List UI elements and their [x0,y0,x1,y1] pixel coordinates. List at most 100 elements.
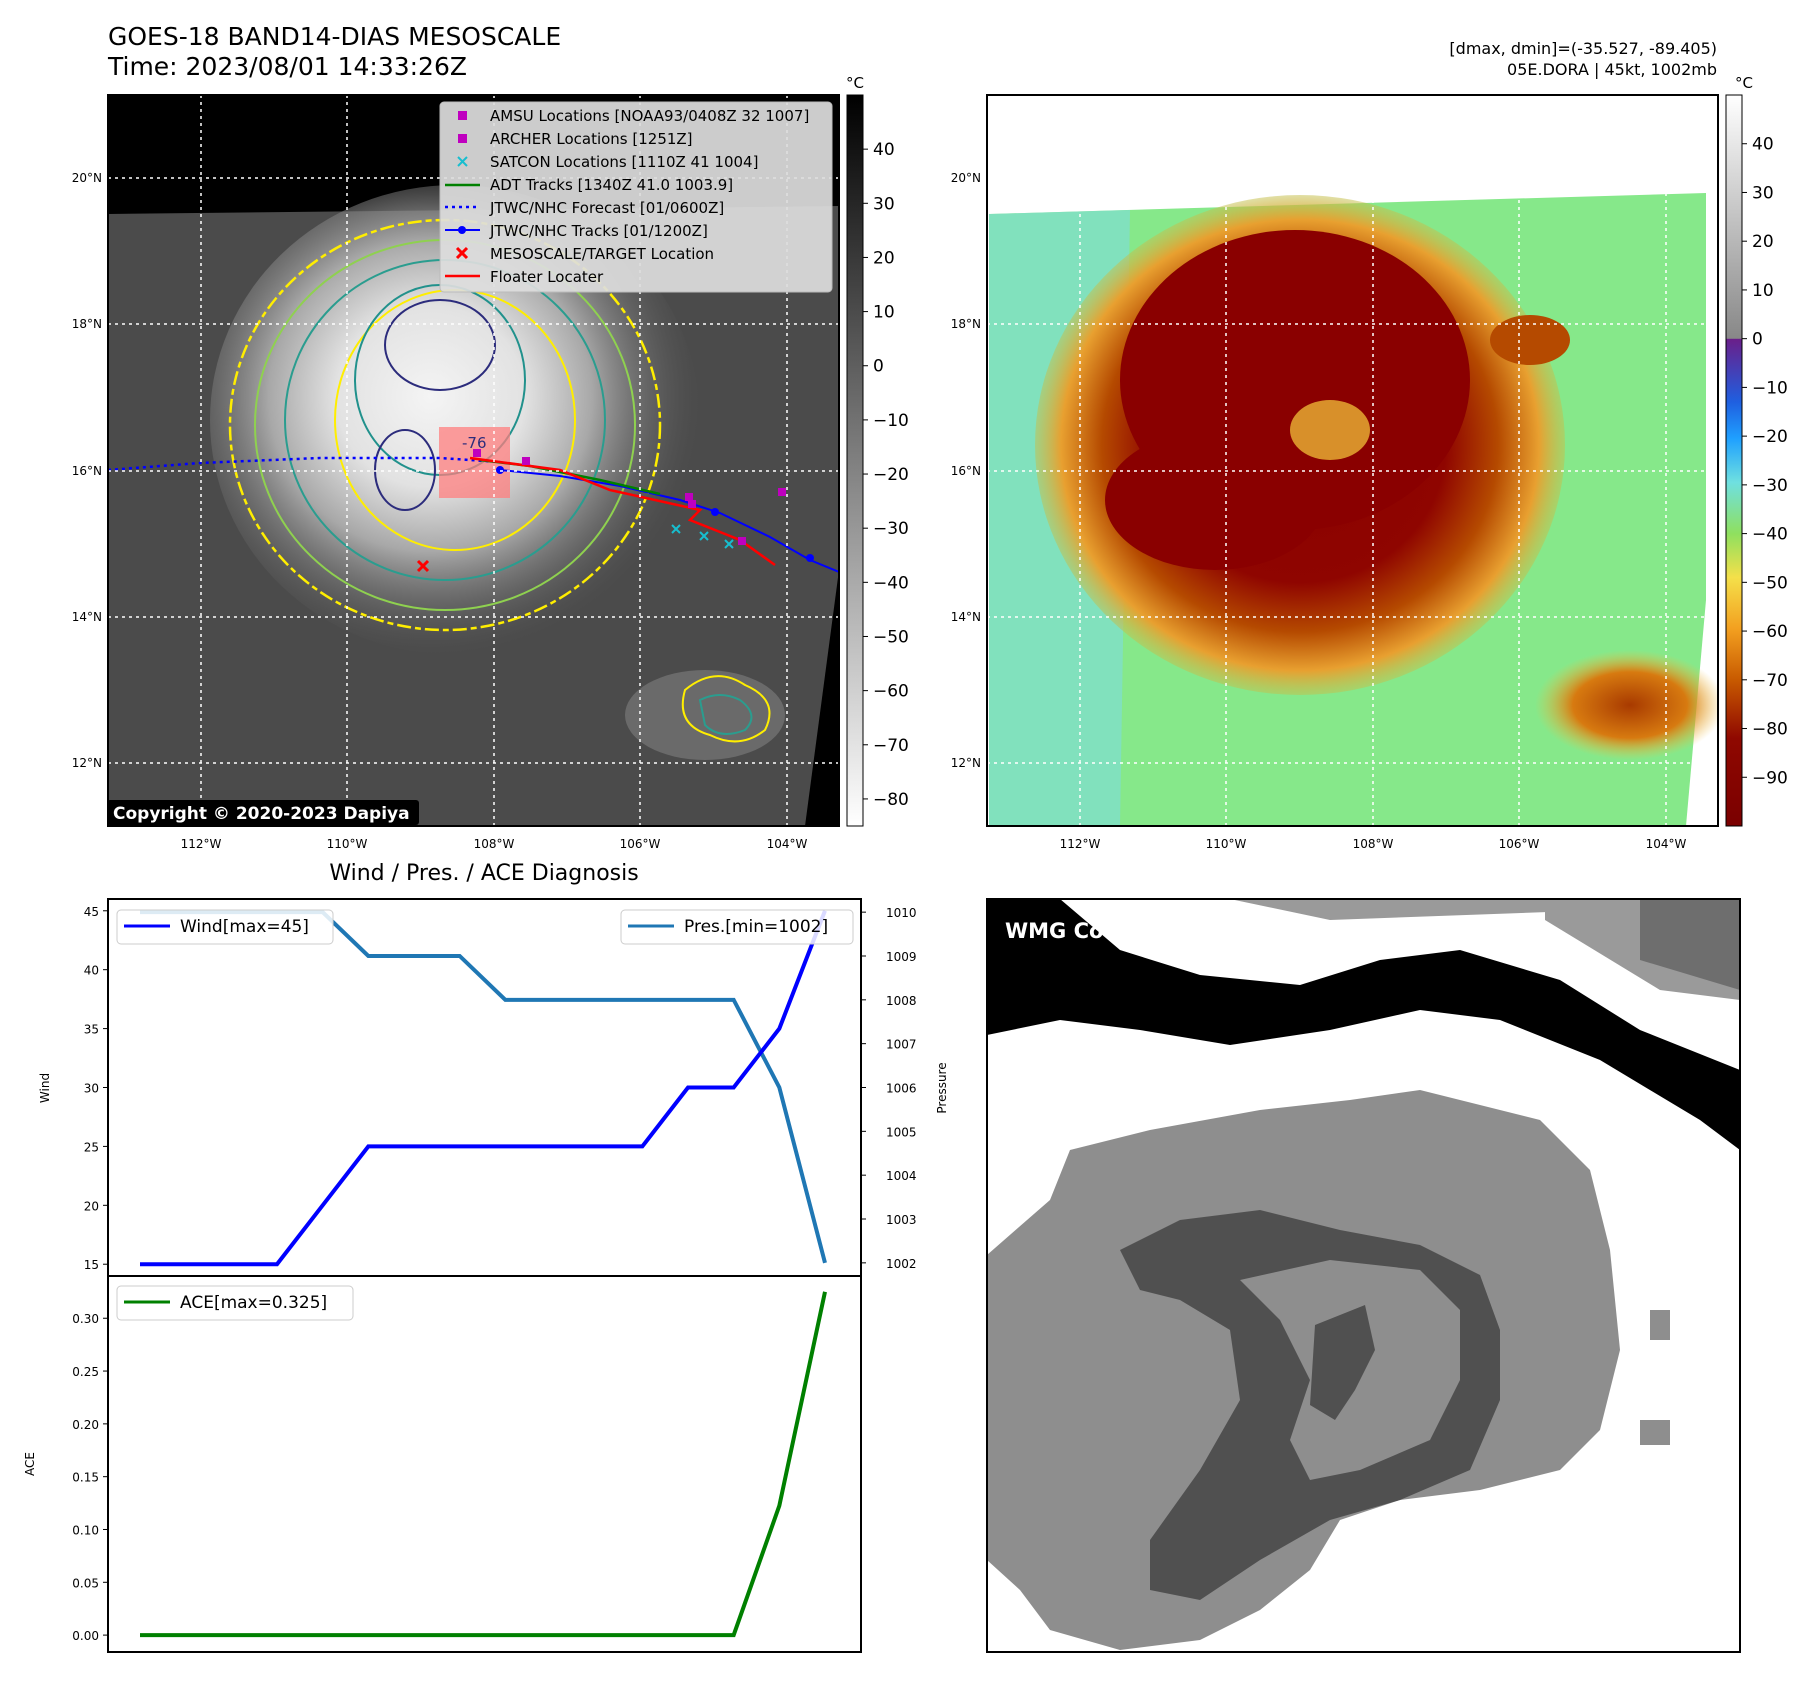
colorbar-right: °C 40 30 20 10 0 −10 −20 −30 −40 −50 −60 −70 −80 −90 [1725,74,1788,827]
pressure-ylabel: Pressure [935,1062,949,1113]
pressure-tick-label: 1007 [886,1038,917,1052]
wmg-count-label: WMG Count: 0 [1005,919,1174,943]
lon-tick-108w-right: 108°W [1353,837,1394,851]
stats-line2: 05E.DORA | 45kt, 1002mb [1507,60,1717,79]
amsu-markers [473,449,786,545]
colorbar-right-tick-label: 20 [1752,232,1774,252]
colorbar-left-unit: °C [846,74,864,92]
map-panel-right [987,95,1718,826]
colorbar-right-tick-label: −70 [1752,671,1788,691]
colorbar-right-tick-label: −80 [1752,720,1788,740]
svg-text:Copyright © 2020-2023 Dapiya: Copyright © 2020-2023 Dapiya [113,804,410,824]
wind-tick-label: 25 [84,1140,99,1154]
lat-tick-14n-right: 14°N [951,610,981,624]
copyright-badge: Copyright © 2020-2023 Dapiya [107,800,419,825]
ace-ticks: 0.30 0.25 0.20 0.15 0.10 0.05 0.00 [72,1312,108,1643]
ace-line [140,1291,827,1638]
pressure-tick-label: 1005 [886,1125,917,1139]
colorbar-right-tick-label: 30 [1752,183,1774,203]
colorbar-left-tick-label: 30 [873,194,895,214]
figure-title-line1: GOES-18 BAND14-DIAS MESOSCALE [108,22,561,51]
colorbar-right-tick-label: −20 [1752,427,1788,447]
pressure-tick-label: 1004 [886,1169,917,1183]
lon-tick-110w-right: 110°W [1206,837,1247,851]
colorbar-left: °C 40 30 20 10 0 −10 −20 −30 −40 −50 −60 −70 −80 [846,74,909,827]
colorbar-left-tick-label: 40 [873,140,895,160]
lon-tick-104w: 104°W [767,837,808,851]
wind-tick-label: 15 [84,1258,99,1272]
wind-legend: Wind[max=45] [116,909,334,945]
pressure-legend: Pres.[min=1002] [620,909,854,945]
figure-title-line2: Time: 2023/08/01 14:33:26Z [107,52,467,81]
lon-tick-112w: 112°W [181,837,222,851]
pressure-tick-label: 1006 [886,1082,917,1096]
wmg-panel [987,899,1740,1652]
colorbar-right-tick-label: 0 [1752,330,1763,350]
svg-text:AMSU Locations [NOAA93/0408Z 3: AMSU Locations [NOAA93/0408Z 32 1007] [490,107,809,125]
colorbar-right-tick-label: −40 [1752,525,1788,545]
map-left-frame [107,94,840,827]
lat-tick-16n-right: 16°N [951,464,981,478]
mesoscale-target-marker [416,559,430,573]
wind-tick-label: 40 [84,964,99,978]
colorbar-left-tick-label: −30 [873,519,909,539]
legend-item-archer: ARCHER Locations [1251Z] [458,130,693,148]
wind-tick-label: 20 [84,1199,99,1213]
colorbar-left-tick-label: −40 [873,573,909,593]
lon-tick-104w-right: 104°W [1646,837,1687,851]
lat-tick-12n-right: 12°N [951,756,981,770]
ace-legend: ACE[max=0.325] [116,1285,354,1321]
map-right-frame [986,94,1719,827]
lat-tick-18n: 18°N [72,317,102,331]
colorbar-right-tick-label: −30 [1752,476,1788,496]
wmg-panel-frame [986,898,1741,1653]
legend-item-mesoscale: MESOSCALE/TARGET Location [455,245,714,263]
pressure-right-ticks: 1010 1009 1008 1007 1006 1005 1004 1003 1002 [861,906,917,1271]
wind-tick-label: 35 [84,1023,99,1037]
colorbar-left-tick-label: −50 [873,627,909,647]
ace-tick-label: 0.20 [72,1418,99,1432]
pressure-tick-label: 1010 [886,906,917,920]
stats-line1: [dmax, dmin]=(-35.527, -89.405) [1449,39,1717,58]
lon-tick-106w-right: 106°W [1499,837,1540,851]
map-legend: AMSU Locations [NOAA93/0408Z 32 1007] AR… [439,101,833,293]
forecast-track [108,456,501,472]
pressure-tick-label: 1002 [886,1257,917,1271]
lat-tick-16n: 16°N [72,464,102,478]
colorbar-left-tick-label: 10 [873,303,895,323]
colorbar-left-tick-label: −70 [873,736,909,756]
lat-tick-12n: 12°N [72,756,102,770]
colorbar-left-tick-label: 0 [873,357,884,377]
ace-tick-label: 0.30 [72,1312,99,1326]
contour-label: -76 [462,434,487,452]
colorbar-right-tick-label: −60 [1752,622,1788,642]
ace-ylabel: ACE [23,1452,37,1476]
map-left-lat-ticks: 20°N 18°N 16°N 14°N 12°N [72,171,102,770]
wind-panel-title: Wind / Pres. / ACE Diagnosis [329,861,638,886]
wind-left-ticks: 45 40 35 30 25 20 15 [84,905,108,1272]
map-left-lon-ticks: 112°W 110°W 108°W 106°W 104°W [181,837,808,851]
nhc-track [499,469,839,573]
lon-tick-106w: 106°W [620,837,661,851]
wind-tick-label: 30 [84,1082,99,1096]
svg-text:SATCON Locations [1110Z 41 100: SATCON Locations [1110Z 41 1004] [490,153,758,171]
legend-item-floater: Floater Locater [445,268,604,286]
colorbar-left-tick-label: −80 [873,790,909,810]
svg-text:Floater Locater: Floater Locater [490,268,604,286]
lat-tick-20n: 20°N [72,171,102,185]
ace-tick-label: 0.25 [72,1365,99,1379]
svg-text:ADT Tracks [1340Z 41.0 1003.9]: ADT Tracks [1340Z 41.0 1003.9] [490,176,733,194]
pressure-tick-label: 1008 [886,994,917,1008]
pressure-tick-label: 1003 [886,1213,917,1227]
ace-legend-label: ACE[max=0.325] [180,1293,327,1313]
wind-legend-label: Wind[max=45] [180,917,309,937]
legend-item-adt: ADT Tracks [1340Z 41.0 1003.9] [445,176,733,194]
svg-text:JTWC/NHC Tracks [01/1200Z]: JTWC/NHC Tracks [01/1200Z] [489,222,708,240]
colorbar-right-tick-label: −90 [1752,768,1788,788]
colorbar-left-ticks: 40 30 20 10 0 −10 −20 −30 −40 −50 −60 −70 −80 [863,140,909,810]
ace-tick-label: 0.05 [72,1576,99,1590]
lon-tick-112w-right: 112°W [1060,837,1101,851]
ace-panel: 0.30 0.25 0.20 0.15 0.10 0.05 0.00 ACE ACE[max… [23,1275,862,1653]
